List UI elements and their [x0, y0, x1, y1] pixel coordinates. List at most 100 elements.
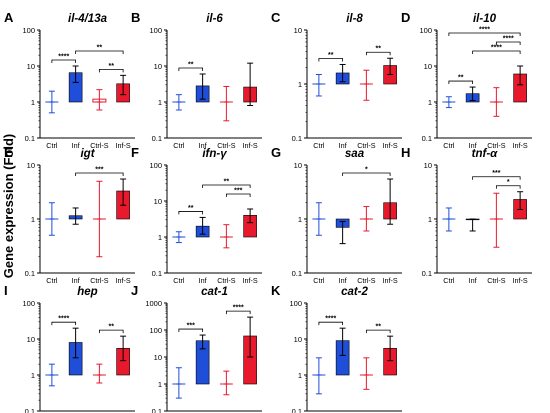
panel-title: igt: [80, 148, 95, 160]
x-tick-label: Ctrl: [46, 141, 58, 150]
significance-bracket: [365, 51, 391, 56]
y-tick-label: 1: [158, 98, 162, 107]
y-tick-label: 0.1: [292, 134, 302, 143]
x-tick-label: Inf-S: [243, 141, 258, 150]
significance-bracket: [448, 80, 474, 85]
significance-label: **: [458, 75, 464, 82]
significance-label: **: [109, 324, 115, 331]
x-tick-label: Inf: [339, 141, 347, 150]
x-tick-label: Inf: [339, 276, 347, 285]
significance-bracket: [178, 328, 204, 333]
significance-bracket: [495, 185, 521, 189]
x-tick-label: Inf-S: [116, 141, 131, 150]
y-tick-label: 0.1: [25, 407, 35, 413]
x-tick-label: Ctrl: [46, 276, 58, 285]
panel-title: il-8: [346, 13, 363, 25]
panel-title: il-6: [206, 13, 223, 25]
significance-bracket: [225, 193, 251, 197]
y-tick-label: 10: [424, 62, 432, 71]
significance-bracket: [318, 58, 344, 62]
significance-label: ***: [187, 323, 195, 330]
panel-title: ifn-γ: [202, 148, 227, 160]
panel-letter: I: [4, 283, 8, 298]
significance-label: **: [109, 63, 115, 70]
significance-bracket: [51, 321, 77, 326]
panel-letter: K: [271, 283, 281, 298]
significance-label: ***: [492, 170, 500, 177]
y-tick-label: 0.1: [422, 134, 432, 143]
significance-bracket: [51, 59, 77, 63]
y-tick-label: 10: [154, 62, 162, 71]
y-tick-label: 10: [154, 197, 162, 206]
significance-bracket: [202, 184, 251, 188]
y-tick-label: 100: [419, 26, 432, 35]
x-tick-label: Inf-S: [513, 141, 528, 150]
significance-bracket: [98, 329, 124, 334]
panel-letter: F: [131, 145, 139, 160]
x-tick-label: Ctrl-S: [487, 276, 506, 285]
y-tick-label: 1: [158, 380, 162, 389]
y-tick-label: 10: [294, 335, 302, 344]
panel-title: tnf-α: [472, 148, 499, 160]
significance-label: ****: [325, 316, 336, 323]
y-tick-label: 0.1: [422, 269, 432, 278]
significance-label: **: [376, 46, 382, 53]
panel-title: il-10: [473, 13, 497, 25]
y-tick-label: 1: [428, 215, 432, 224]
significance-label: *: [365, 167, 368, 174]
y-tick-label: 0.1: [152, 269, 162, 278]
significance-label: ****: [479, 27, 490, 34]
x-tick-label: Inf-S: [513, 276, 528, 285]
y-tick-label: 1: [31, 98, 35, 107]
x-tick-label: Ctrl-S: [357, 276, 376, 285]
y-tick-label: 0.1: [152, 407, 162, 413]
y-tick-label: 100: [149, 326, 162, 335]
panel-j: Jcat-10.11101001000CtrlInfCtrl-SInf-S***…: [131, 283, 262, 413]
panel-title: cat-1: [201, 286, 228, 298]
x-tick-label: Inf: [469, 276, 477, 285]
significance-bracket: [178, 211, 204, 215]
significance-label: **: [188, 205, 194, 212]
y-tick-label: 10: [27, 62, 35, 71]
significance-label: **: [97, 45, 103, 52]
significance-label: ****: [491, 45, 502, 52]
y-tick-label: 0.1: [25, 269, 35, 278]
y-tick-label: 0.1: [25, 134, 35, 143]
significance-label: ****: [503, 36, 514, 43]
significance-label: **: [188, 61, 194, 68]
panel-letter: H: [401, 145, 410, 160]
y-tick-label: 100: [289, 299, 302, 308]
x-tick-label: Inf: [72, 276, 80, 285]
y-tick-label: 10: [294, 26, 302, 35]
x-tick-label: Ctrl-S: [90, 141, 109, 150]
significance-label: ****: [233, 305, 244, 312]
panel-title: cat-2: [341, 286, 368, 298]
x-tick-label: Inf: [199, 276, 207, 285]
y-tick-label: 1: [31, 371, 35, 380]
significance-bracket: [342, 172, 391, 177]
y-tick-label: 10: [27, 335, 35, 344]
x-tick-label: Inf-S: [243, 276, 258, 285]
y-tick-label: 10: [424, 161, 432, 170]
panel-letter: D: [401, 10, 410, 25]
significance-label: **: [224, 178, 230, 185]
y-tick-label: 100: [22, 299, 35, 308]
x-tick-label: Inf: [199, 141, 207, 150]
x-tick-label: Ctrl: [443, 141, 455, 150]
y-tick-label: 100: [149, 26, 162, 35]
significance-label: ****: [58, 54, 69, 61]
y-tick-label: 0.1: [292, 407, 302, 413]
panel-letter: B: [131, 10, 140, 25]
x-tick-label: Inf-S: [383, 276, 398, 285]
significance-bracket: [472, 176, 521, 180]
significance-bracket: [75, 172, 124, 177]
y-tick-label: 100: [149, 161, 162, 170]
panel-letter: E: [4, 145, 13, 160]
x-tick-label: Inf: [72, 141, 80, 150]
x-tick-label: Ctrl-S: [217, 141, 236, 150]
